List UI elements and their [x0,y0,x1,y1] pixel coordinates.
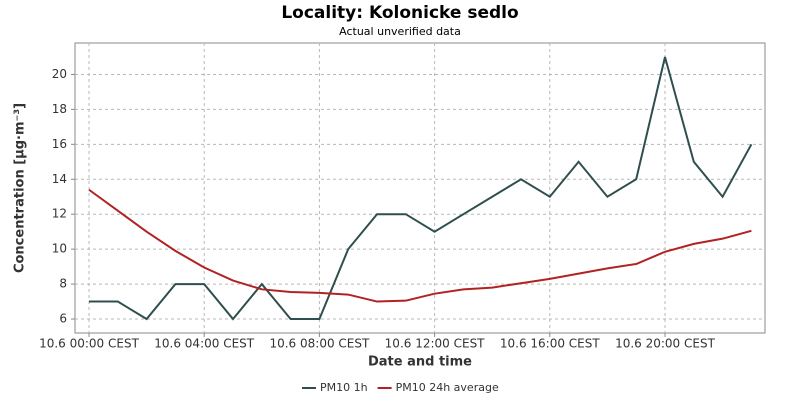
y-tick-label: 18 [52,102,67,116]
x-tick-label: 10.6 20:00 CEST [615,337,716,351]
series-line [89,56,753,321]
chart-subtitle: Actual unverified data [339,25,461,38]
y-tick-label: 14 [52,172,67,186]
legend-label: PM10 24h average [396,381,499,394]
y-tick-label: 10 [52,242,67,256]
plot-frame [74,42,766,334]
x-tick-label: 10.6 04:00 CEST [154,337,255,351]
legend-label: PM10 1h [320,381,368,394]
y-axis-label: Concentration [µg·m⁻³] [13,103,28,273]
y-tick-label: 6 [59,312,67,326]
chart-title: Locality: Kolonicke sedlo [281,3,518,23]
x-tick-label: 10.6 08:00 CEST [269,337,370,351]
x-tick-label: 10.6 00:00 CEST [39,337,140,351]
x-tick-label: 10.6 12:00 CEST [385,337,486,351]
x-tick-label: 10.6 16:00 CEST [500,337,601,351]
y-tick-label: 20 [52,67,67,81]
series-line [88,188,752,303]
x-axis-label: Date and time [368,355,472,370]
y-tick-label: 12 [52,207,67,221]
y-tick-label: 8 [59,277,67,291]
y-tick-label: 16 [52,137,67,151]
